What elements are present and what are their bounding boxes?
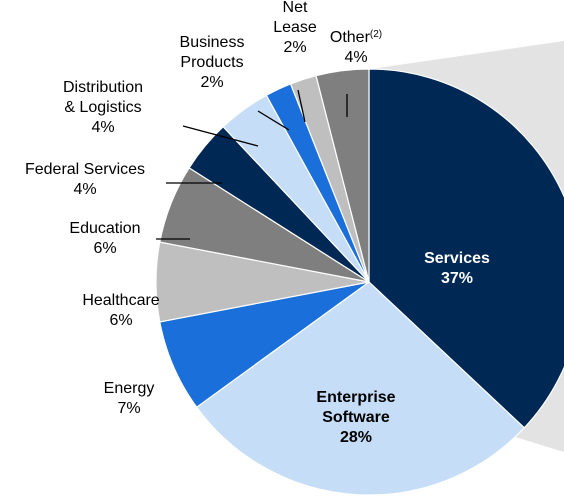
leader-line-business-products <box>257 110 290 131</box>
slice-label-healthcare: Healthcare <box>82 292 159 309</box>
slice-label-net-lease: Lease <box>273 19 317 36</box>
footnote-marker: (2) <box>370 29 382 40</box>
slice-pct-other: 4% <box>344 49 367 66</box>
pie-slice-enterprise-software <box>195 281 526 496</box>
slice-label-federal-services: Federal Services <box>25 161 145 178</box>
slice-label-enterprise-software: Software <box>322 409 390 426</box>
pie-slice-other <box>315 68 370 283</box>
leader-line-distribution-and-logistics <box>182 125 259 147</box>
slice-label-other: Other(2) <box>330 29 382 47</box>
slice-label-business-products: Products <box>180 54 243 71</box>
slice-pct-education: 6% <box>93 240 116 257</box>
pie-slice-services <box>368 68 564 429</box>
slice-label-services: Services <box>424 250 490 267</box>
slice-pct-energy: 7% <box>117 400 140 417</box>
slice-label-net-lease: Net <box>283 0 308 16</box>
slice-pct-net-lease: 2% <box>283 39 306 56</box>
slice-label-energy: Energy <box>104 380 155 397</box>
leader-line-net-lease <box>297 89 306 123</box>
slice-label-business-products: Business <box>180 34 245 51</box>
slice-label-enterprise-software: Enterprise <box>316 389 395 406</box>
slice-label-education: Education <box>69 220 140 237</box>
slice-pct-healthcare: 6% <box>109 312 132 329</box>
slice-pct-enterprise-software: 28% <box>340 429 372 446</box>
slice-pct-services: 37% <box>441 270 473 287</box>
slice-pct-distribution-and-logistics: 4% <box>91 119 114 136</box>
slice-pct-federal-services: 4% <box>73 181 96 198</box>
slice-label-distribution-and-logistics: Distribution <box>63 79 143 96</box>
slice-label-distribution-and-logistics: & Logistics <box>64 99 141 116</box>
slice-pct-business-products: 2% <box>200 74 223 91</box>
